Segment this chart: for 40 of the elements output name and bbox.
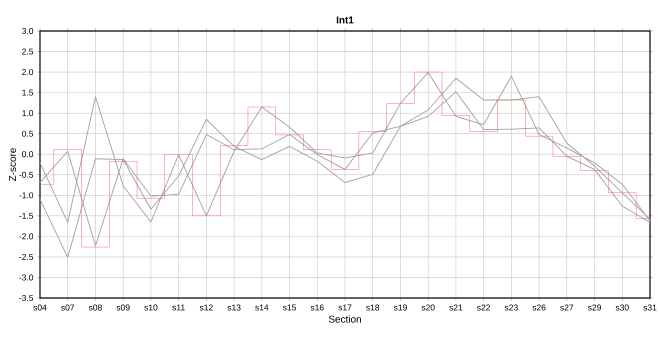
y-tick-label: -2.5 [19, 254, 34, 260]
x-tick-label: s31 [643, 304, 656, 311]
x-tick-label: s07 [61, 304, 74, 311]
y-axis-title: Z-score [9, 148, 16, 182]
x-tick-label: s04 [33, 304, 47, 311]
x-tick-label: s26 [532, 304, 546, 311]
chart-title: Int1 [336, 16, 354, 24]
x-tick-label: s21 [449, 304, 462, 311]
y-tick-label: -2.0 [19, 233, 34, 240]
x-tick-label: s30 [616, 304, 629, 311]
x-axis-title: Section [328, 315, 361, 323]
y-tick-label: 1.5 [22, 90, 34, 96]
y-tick-label: 2.0 [22, 69, 34, 76]
y-tick-label: -3.0 [19, 274, 34, 280]
y-tick-label: 0.0 [22, 151, 34, 158]
y-tick-label: -1.0 [19, 192, 34, 198]
x-tick-label: s19 [394, 304, 407, 311]
y-tick-label: 1.0 [22, 110, 34, 116]
x-tick-label: s12 [200, 304, 213, 311]
y-tick-label: -0.5 [19, 172, 34, 178]
y-tick-label: 0.5 [22, 130, 34, 137]
x-tick-label: s15 [282, 304, 296, 310]
x-tick-label: s11 [172, 304, 185, 310]
y-tick-label: 2.5 [22, 48, 34, 55]
x-tick-label: s20 [422, 304, 435, 311]
x-tick-label: s22 [477, 304, 490, 311]
x-tick-label: s23 [504, 304, 518, 311]
x-tick-label: s18 [366, 304, 380, 311]
x-tick-label: s14 [255, 304, 268, 310]
x-tick-label: s13 [228, 304, 241, 311]
y-tick-label: 3.0 [22, 28, 34, 34]
x-tick-label: s29 [588, 304, 601, 311]
x-tick-label: s08 [88, 304, 102, 311]
y-tick-label: -1.5 [19, 212, 34, 219]
y-tick-label: -3.5 [19, 295, 34, 301]
x-tick-label: s10 [144, 304, 158, 311]
x-tick-label: s16 [310, 304, 324, 311]
x-tick-label: s27 [560, 304, 574, 311]
x-tick-label: s17 [338, 304, 352, 310]
x-tick-label: s09 [116, 304, 130, 311]
